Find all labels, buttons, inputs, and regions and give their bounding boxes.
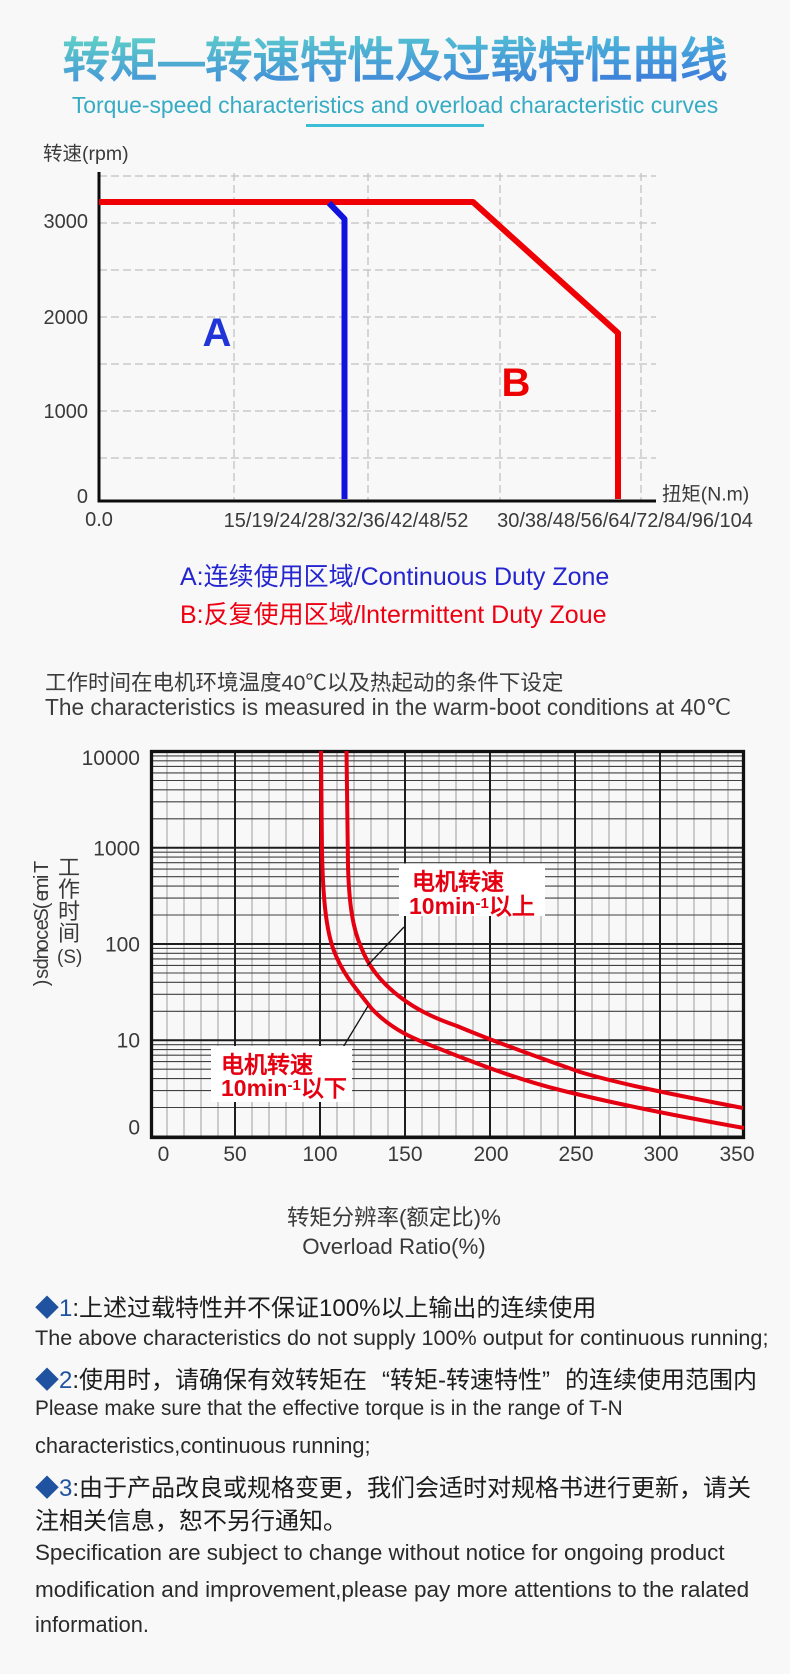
svg-text:2000: 2000 [44,307,89,329]
svg-text:0: 0 [128,1117,140,1140]
svg-text:200: 200 [473,1143,508,1166]
svg-text:A: A [203,311,232,355]
svg-text:10000: 10000 [82,747,140,770]
svg-text:150: 150 [387,1143,422,1166]
svg-text:B: B [502,361,531,405]
svg-text:10min-1以下: 10min-1以下 [221,1075,347,1101]
svg-text:电机转速: 电机转速 [221,1052,313,1078]
svg-text:100: 100 [105,934,140,957]
svg-text:电机转速: 电机转速 [412,869,504,895]
svg-text:0.0: 0.0 [85,509,113,531]
svg-text:1000: 1000 [44,401,89,423]
svg-text:250: 250 [558,1143,593,1166]
svg-text:10min-1以上: 10min-1以上 [409,893,535,919]
svg-text:15/19/24/28/32/36/42/48/52: 15/19/24/28/32/36/42/48/52 [224,510,469,532]
svg-text:3000: 3000 [44,211,89,233]
svg-text:10: 10 [117,1030,140,1053]
svg-text:Overload Ratio(%): Overload Ratio(%) [302,1234,485,1259]
svg-text:0: 0 [77,486,88,508]
svg-text:50: 50 [223,1143,246,1166]
svg-text:扭矩(N.m): 扭矩(N.m) [662,484,749,506]
svg-text:0: 0 [158,1143,170,1166]
svg-text:300: 300 [643,1143,678,1166]
svg-text:350: 350 [719,1143,754,1166]
svg-text:100: 100 [302,1143,337,1166]
svg-text:30/38/48/56/64/72/84/96/104: 30/38/48/56/64/72/84/96/104 [497,510,753,532]
svg-text:1000: 1000 [93,837,140,860]
svg-text:转矩分辨率(额定比)%: 转矩分辨率(额定比)% [287,1205,501,1230]
